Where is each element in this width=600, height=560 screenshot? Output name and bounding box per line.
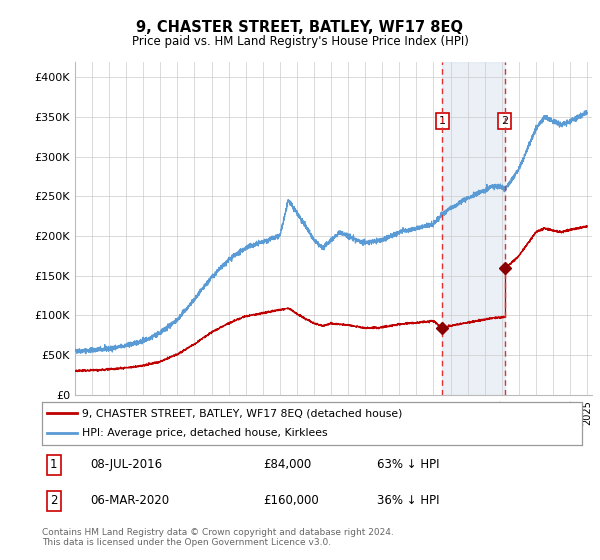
Text: 1: 1 <box>439 116 446 126</box>
Text: 1: 1 <box>50 458 58 471</box>
Text: 06-MAR-2020: 06-MAR-2020 <box>91 494 170 507</box>
Text: Contains HM Land Registry data © Crown copyright and database right 2024.
This d: Contains HM Land Registry data © Crown c… <box>42 528 394 547</box>
Text: £160,000: £160,000 <box>263 494 319 507</box>
Text: 2: 2 <box>50 494 58 507</box>
Text: 9, CHASTER STREET, BATLEY, WF17 8EQ: 9, CHASTER STREET, BATLEY, WF17 8EQ <box>137 20 464 35</box>
Text: £84,000: £84,000 <box>263 458 311 471</box>
Text: Price paid vs. HM Land Registry's House Price Index (HPI): Price paid vs. HM Land Registry's House … <box>131 35 469 48</box>
Text: 36% ↓ HPI: 36% ↓ HPI <box>377 494 439 507</box>
Text: 08-JUL-2016: 08-JUL-2016 <box>91 458 163 471</box>
Text: HPI: Average price, detached house, Kirklees: HPI: Average price, detached house, Kirk… <box>83 428 328 438</box>
Bar <box>442 62 505 395</box>
Text: 9, CHASTER STREET, BATLEY, WF17 8EQ (detached house): 9, CHASTER STREET, BATLEY, WF17 8EQ (det… <box>83 408 403 418</box>
Text: 63% ↓ HPI: 63% ↓ HPI <box>377 458 439 471</box>
Text: 2: 2 <box>501 116 508 126</box>
